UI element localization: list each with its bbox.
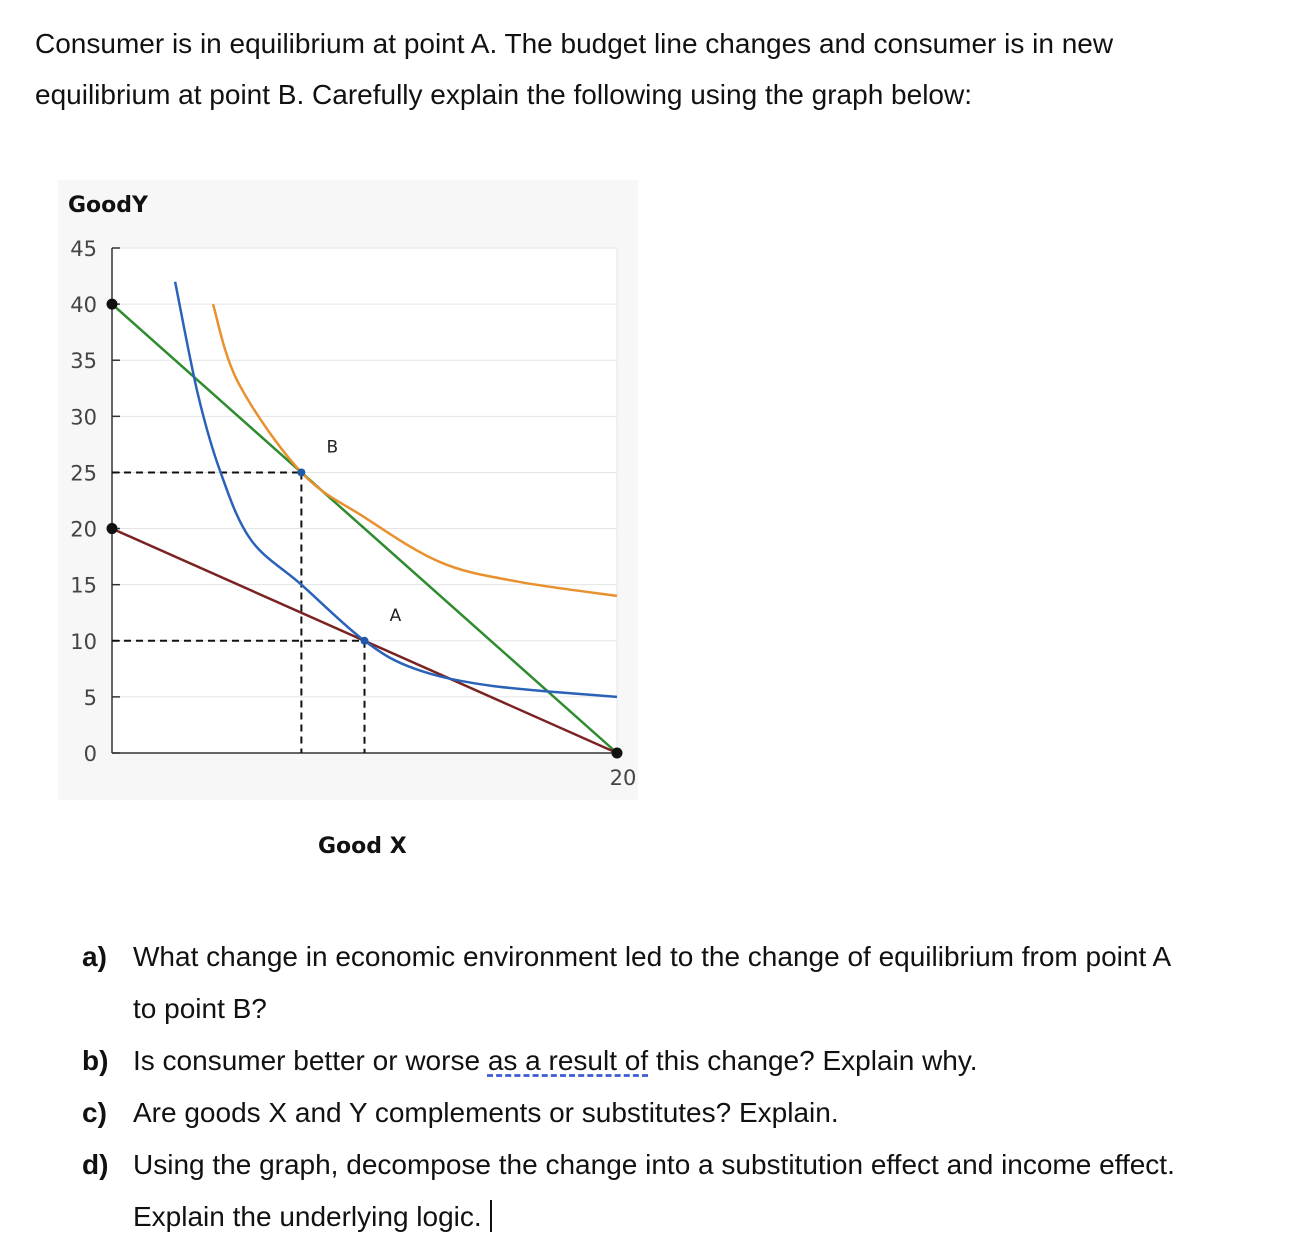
problem-statement-line-1: Consumer is in equilibrium at point A. T…: [35, 28, 1114, 59]
question-letter: d): [82, 1149, 109, 1180]
spellcheck-underlined-phrase[interactable]: as a result of: [487, 1045, 649, 1076]
equilibrium-points: BA: [106, 298, 623, 759]
question-a: a) What change in economic environment l…: [82, 932, 1292, 984]
question-text: to point B?: [133, 993, 267, 1024]
question-d: d) Using the graph, decompose the change…: [82, 1140, 1292, 1192]
question-c: c) Are goods X and Y complements or subs…: [82, 1088, 1292, 1140]
question-text: What change in economic environment led …: [133, 941, 1172, 972]
curves: [111, 281, 618, 755]
question-letter: a): [82, 941, 107, 972]
question-text-end: this change? Explain why.: [648, 1045, 978, 1076]
question-text-start: Is consumer better or worse: [133, 1045, 488, 1076]
y-tick-label: 20: [70, 518, 97, 542]
indifference-curve-2: [211, 303, 618, 598]
y-tick-label: 15: [70, 574, 97, 598]
question-text: Explain the underlying logic.: [133, 1201, 482, 1232]
question-list: a) What change in economic environment l…: [82, 932, 1292, 1244]
indifference-curve-1: [173, 281, 618, 699]
problem-statement: Consumer is in equilibrium at point A. T…: [35, 18, 1275, 120]
y-tick-label: 10: [70, 630, 97, 654]
question-d-continued: Explain the underlying logic.: [82, 1192, 1292, 1244]
y-tick-label: 25: [70, 461, 97, 485]
question-b: b) Is consumer better or worse as a resu…: [82, 1036, 1292, 1088]
text-cursor: [489, 1200, 492, 1232]
equilibrium-point-a: [360, 636, 369, 645]
y-tick-label: 40: [70, 293, 97, 317]
endpoint-dot: [106, 523, 118, 535]
point-label-a: A: [390, 606, 402, 626]
endpoint-dot: [611, 747, 623, 759]
question-text: Using the graph, decompose the change in…: [133, 1149, 1175, 1180]
question-text: Is consumer better or worse as a result …: [133, 1036, 978, 1086]
y-axis-title: GoodY: [68, 193, 149, 218]
y-tick-label: 0: [84, 742, 97, 766]
x-axis-title: Good X: [318, 834, 407, 859]
y-tick-label: 45: [70, 237, 97, 261]
question-text: Are goods X and Y complements or substit…: [133, 1097, 839, 1128]
endpoint-dot: [106, 298, 118, 310]
question-a-continued: to point B?: [82, 984, 1292, 1036]
problem-statement-line-2: equilibrium at point B. Carefully explai…: [35, 79, 972, 110]
y-tick-label: 35: [70, 349, 97, 373]
dashed-guides: [112, 471, 366, 753]
y-tick-label: 5: [84, 686, 97, 710]
question-letter: c): [82, 1097, 107, 1128]
equilibrium-point-b: [297, 468, 306, 477]
y-tick-label: 30: [70, 405, 97, 429]
question-text-with-cursor[interactable]: Explain the underlying logic.: [133, 1192, 492, 1242]
budget-line-new: [111, 303, 618, 754]
question-letter: b): [82, 1045, 109, 1076]
x-tick-label: 20: [610, 766, 637, 790]
point-label-b: B: [327, 437, 339, 457]
